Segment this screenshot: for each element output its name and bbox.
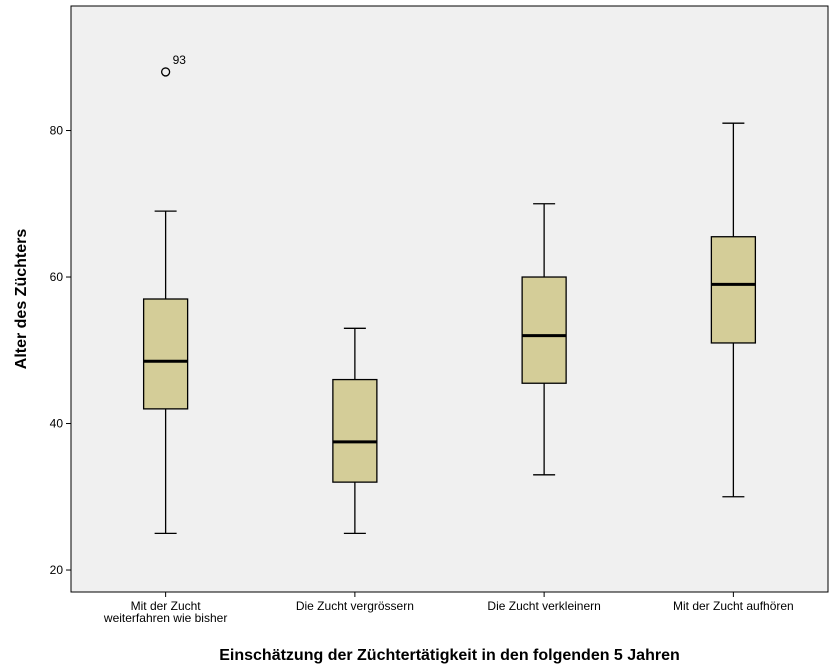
outlier-label: 93: [173, 53, 187, 67]
iqr-box: [521, 276, 567, 384]
y-axis: 20 40 60 80: [50, 124, 71, 577]
y-tick-label: 80: [50, 124, 64, 138]
x-tick-label-line: Mit der Zucht aufhören: [673, 599, 794, 613]
box-group: [332, 327, 378, 535]
x-tick-label: Mit der Zucht weiterfahren wie bisher: [103, 599, 227, 625]
box-group: [521, 203, 567, 476]
x-tick-label-line: Die Zucht verkleinern: [487, 599, 600, 613]
iqr-box: [332, 378, 378, 483]
box-group: [710, 122, 757, 498]
y-axis-title: Alter des Züchters: [13, 229, 30, 370]
y-tick-label: 20: [50, 563, 64, 577]
x-tick-label-line: weiterfahren wie bisher: [103, 611, 227, 625]
x-tick-label-line: Die Zucht vergrössern: [296, 599, 414, 613]
x-tick-label: Die Zucht verkleinern: [487, 599, 600, 613]
x-axis: Mit der Zucht weiterfahren wie bisher Die …: [103, 592, 794, 625]
box-group: 93: [142, 53, 189, 535]
iqr-box: [142, 298, 189, 410]
y-tick-label: 60: [50, 270, 64, 284]
outlier-point: [160, 67, 171, 77]
x-tick-label: Die Zucht vergrössern: [296, 599, 414, 613]
x-tick-label-line: Mit der Zucht: [131, 599, 202, 613]
x-axis-title: Einschätzung der Züchtertätigkeit in den…: [219, 647, 680, 664]
x-tick-label: Mit der Zucht aufhören: [673, 599, 794, 613]
y-tick-label: 40: [50, 417, 64, 431]
iqr-box: [710, 236, 757, 344]
boxes: 93: [142, 53, 757, 535]
plot-area: [70, 5, 829, 593]
